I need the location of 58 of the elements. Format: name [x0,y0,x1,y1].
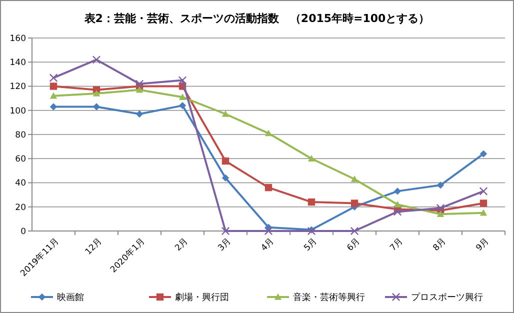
x-tick-label: 7月 [388,236,406,254]
point [178,76,187,84]
x-tick-label: 8月 [431,236,449,254]
point [222,174,230,182]
point [480,200,488,207]
point [178,102,186,110]
point [222,110,230,117]
point [308,198,316,206]
y-tick-label: 60 [15,154,26,165]
point [136,110,144,118]
point [264,184,272,192]
legend-label: 音楽・芸術等興行 [293,292,365,304]
point [350,200,358,207]
x-tick-label: 5月 [302,236,320,254]
y-tick-label: 20 [15,202,26,213]
x-tick-label: 12月 [84,236,105,258]
point [135,80,144,88]
point [264,226,273,236]
point [436,182,444,189]
point [92,56,101,64]
point [480,150,488,158]
point [308,155,316,162]
y-tick-label: 160 [10,34,26,44]
x-tick-label: 4月 [259,236,277,254]
point [436,210,444,217]
point [50,103,58,110]
y-tick-label: 120 [10,82,26,92]
point [350,226,359,236]
point [136,86,144,93]
point [394,188,402,195]
legend-label: プロスポーツ興行 [411,292,483,304]
y-tick-label: 80 [15,130,26,140]
y-tick-label: 100 [10,106,26,116]
legend-label: 映画館 [57,292,84,304]
point [479,186,488,196]
point [394,200,402,208]
point [480,209,488,216]
chart-title: 表2：芸能・芸術、スポーツの活動指数 （2015年時=100とする） [83,12,430,25]
point [221,226,230,236]
x-tick-label: 6月 [345,236,363,254]
point [50,92,58,99]
point [50,82,58,90]
point [178,94,186,100]
point [393,208,402,216]
x-tick-label: 3月 [216,236,234,254]
y-tick-label: 140 [10,58,26,68]
point [222,157,230,165]
legend-label: 劇場・興行団 [175,292,229,304]
point [92,90,100,96]
point [436,204,445,212]
y-tick-label: 40 [15,178,26,189]
point [350,176,358,182]
x-tick-label: 9月 [474,236,492,254]
point [264,130,272,136]
point [92,103,100,110]
x-tick-label: 2月 [173,236,191,254]
y-tick-label: 0 [20,226,26,237]
point [49,74,58,82]
